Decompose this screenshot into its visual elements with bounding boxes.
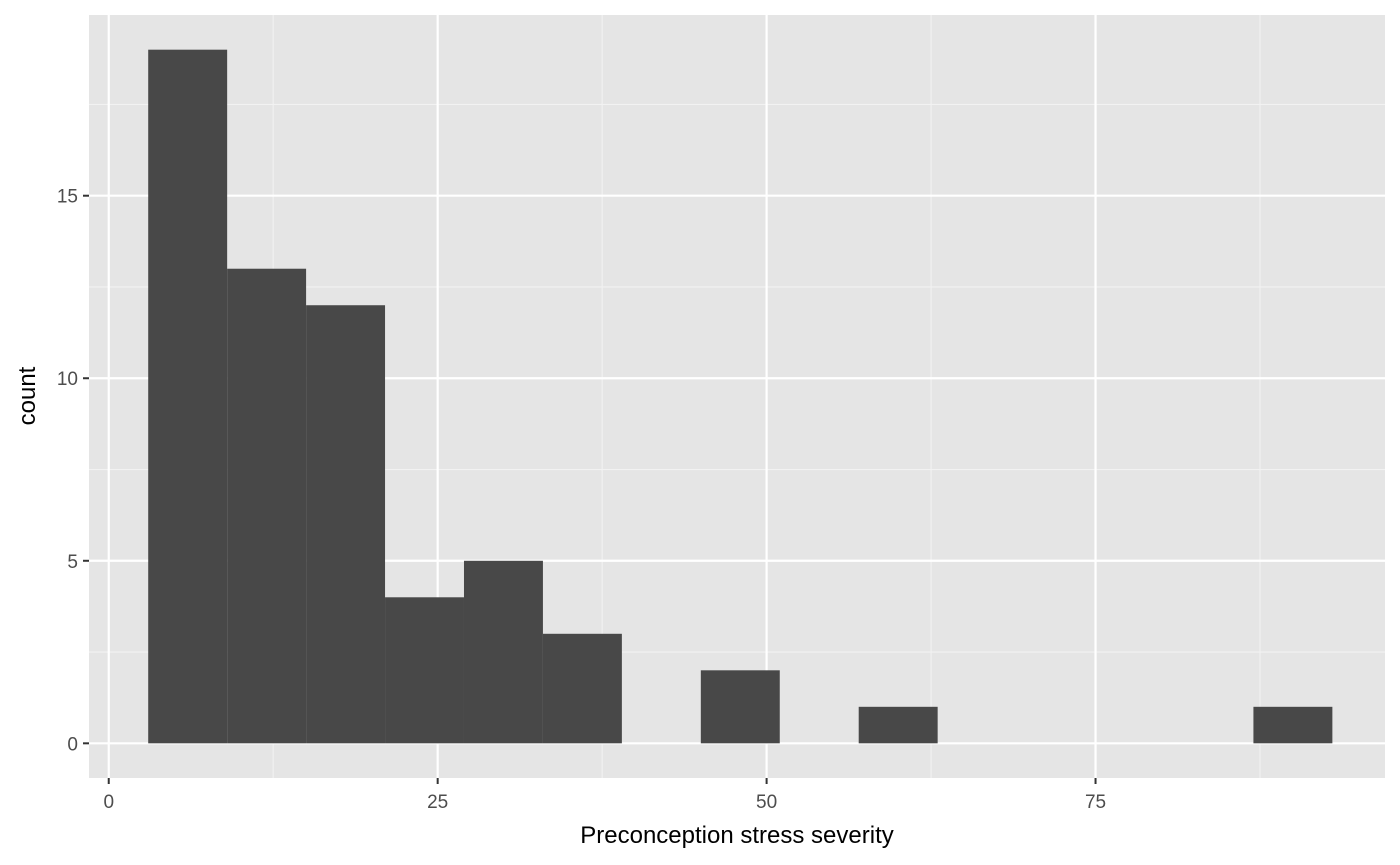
histogram-bar [148,49,228,744]
y-axis: 0 5 10 15 [57,187,89,755]
y-tick-label: 15 [57,187,78,208]
y-tick-label: 0 [67,734,78,755]
histogram-bar [700,670,780,744]
x-axis: 0 25 50 75 [103,778,1106,813]
histogram-bars [148,49,1333,744]
y-tick-label: 5 [67,552,78,573]
y-tick-label: 10 [57,369,78,390]
x-tick-label: 25 [427,792,448,813]
histogram-bar [542,633,622,744]
x-tick-label: 0 [103,792,114,813]
histogram-bar [385,597,464,744]
x-tick-label: 75 [1085,792,1106,813]
histogram-bar [463,560,543,744]
histogram-bar [858,706,938,744]
histogram-bar [1253,706,1333,744]
y-axis-title: count [14,366,41,425]
histogram-bar [227,268,307,744]
x-tick-label: 50 [756,792,777,813]
histogram-bar [306,305,386,744]
x-axis-title: Preconception stress severity [580,822,893,849]
